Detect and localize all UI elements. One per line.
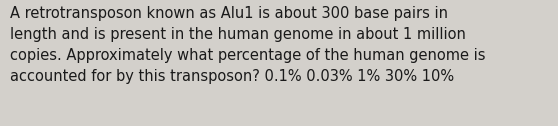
Text: A retrotransposon known as Alu1 is about 300 base pairs in
length and is present: A retrotransposon known as Alu1 is about…	[10, 6, 485, 84]
